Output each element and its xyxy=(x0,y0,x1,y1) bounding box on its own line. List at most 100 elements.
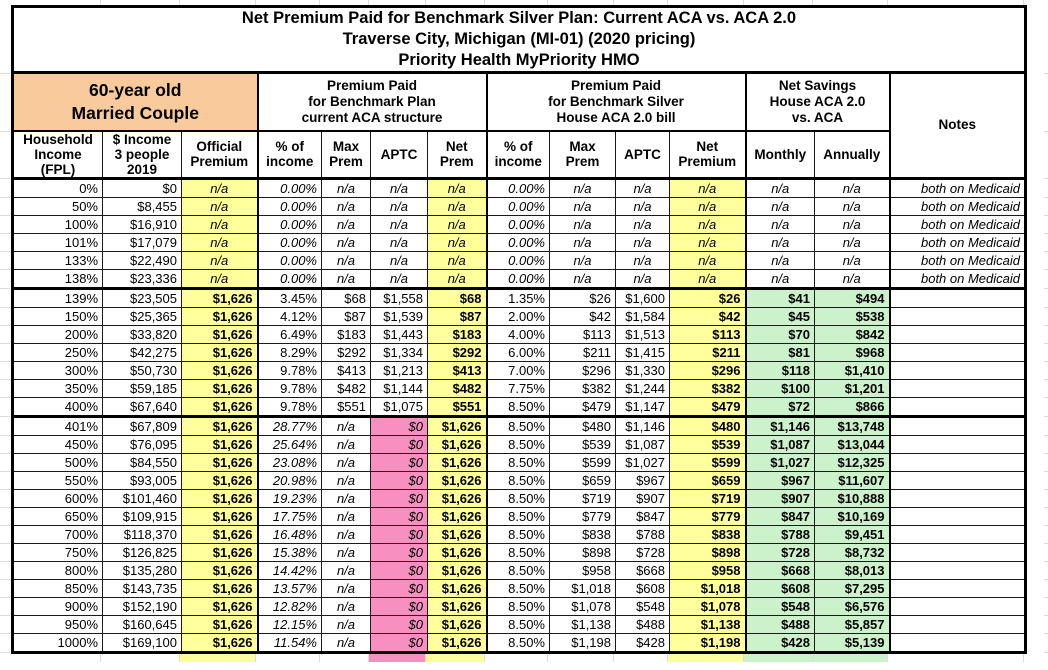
aca20-net-premium-cell: $42 xyxy=(669,306,747,326)
aca20-pct-income-cell: 8.50% xyxy=(486,506,550,526)
table-row: 500% $84,550 $1,626 23.08% n/a $0 $1,626 8.50% $… xyxy=(12,452,1026,472)
margin-gridlines-bottom xyxy=(11,653,1031,662)
aca-aptc-cell: $0 xyxy=(370,470,428,490)
notes-cell: both on Medicaid xyxy=(889,268,1026,290)
aca20-aptc-cell: $1,087 xyxy=(615,434,670,454)
notes-cell xyxy=(889,470,1026,490)
notes-cell xyxy=(889,506,1026,526)
aca-max-prem-cell: n/a xyxy=(321,614,371,634)
fpl-cell: 200% xyxy=(12,324,103,344)
gridline-tick xyxy=(0,507,10,508)
gridline-tick xyxy=(0,489,10,490)
official-premium-cell: $1,626 xyxy=(181,342,259,362)
savings-monthly-column-header: Monthly xyxy=(745,130,815,180)
fpl-cell: 150% xyxy=(12,306,103,326)
gridline-tick xyxy=(0,525,10,526)
aca20-aptc-cell: $788 xyxy=(615,524,670,544)
aca20-aptc-cell: $1,584 xyxy=(615,306,670,326)
aca20-max-prem-cell: $382 xyxy=(549,378,616,398)
fpl-cell: 101% xyxy=(12,232,103,252)
savings-annually-cell: $8,013 xyxy=(814,560,891,580)
savings-monthly-cell: $1,027 xyxy=(745,452,815,472)
savings-annually-column-header: Annually xyxy=(814,130,891,180)
savings-monthly-cell: $847 xyxy=(745,506,815,526)
aca-max-prem-cell: n/a xyxy=(321,434,371,454)
official-premium-cell: $1,626 xyxy=(181,434,259,454)
table-body: 0% $0 n/a 0.00% n/a n/a n/a 0.00% n/a n/a n/a n/a n/… xyxy=(12,177,1026,653)
aca20-net-premium-cell: $599 xyxy=(669,452,747,472)
fpl-cell: 450% xyxy=(12,434,103,454)
gridline-tick xyxy=(0,652,10,653)
savings-annually-cell: $12,325 xyxy=(814,452,891,472)
fpl-cell: 850% xyxy=(12,578,103,598)
aca-pct-income-cell: 14.42% xyxy=(257,560,322,580)
table-row: 150% $25,365 $1,626 4.12% $87 $1,539 $87 2.00% $… xyxy=(12,306,1026,326)
aca20-net-premium-cell: $479 xyxy=(669,396,747,418)
aca-pct-income-cell: 0.00% xyxy=(257,196,322,216)
aca20-aptc-cell: $1,513 xyxy=(615,324,670,344)
gridline-tick xyxy=(1044,288,1048,289)
aca-aptc-cell: $1,443 xyxy=(370,324,428,344)
fpl-cell: 300% xyxy=(12,360,103,380)
gridline-tick xyxy=(1044,131,1048,132)
gridline-tick xyxy=(1044,435,1048,436)
aca20-net-premium-cell: n/a xyxy=(669,250,747,270)
notes-cell xyxy=(889,306,1026,326)
aca-aptc-cell: $0 xyxy=(370,524,428,544)
aca20-net-premium-cell: n/a xyxy=(669,177,747,198)
aca20-pct-income-cell: 8.50% xyxy=(486,614,550,634)
savings-annually-cell: $494 xyxy=(814,287,891,308)
title-line-2: Traverse City, Michigan (MI-01) (2020 pr… xyxy=(342,30,696,48)
income-cell: $42,275 xyxy=(102,342,182,362)
fpl-cell: 800% xyxy=(12,560,103,580)
table-row: 550% $93,005 $1,626 20.98% n/a $0 $1,626 8.50% $… xyxy=(12,470,1026,490)
aca20-aptc-cell: $1,146 xyxy=(615,415,670,436)
aca-net-prem-cell: n/a xyxy=(427,177,488,198)
savings-annually-cell: $10,888 xyxy=(814,488,891,508)
savings-monthly-cell: n/a xyxy=(745,268,815,290)
aca20-pct-income-cell: 0.00% xyxy=(486,250,550,270)
aca20-aptc-cell: $847 xyxy=(615,506,670,526)
aca-net-prem-cell: n/a xyxy=(427,196,488,216)
aca20-max-prem-cell: n/a xyxy=(549,232,616,252)
table-row: 950% $160,645 $1,626 12.15% n/a $0 $1,626 8.50%… xyxy=(12,614,1026,634)
gridline-tick xyxy=(485,653,548,662)
aca-aptc-cell: $0 xyxy=(370,452,428,472)
aca20-aptc-cell: $608 xyxy=(615,578,670,598)
gridline-tick xyxy=(548,0,614,5)
official-premium-cell: $1,626 xyxy=(181,470,259,490)
income-cell: $59,185 xyxy=(102,378,182,398)
gridline-tick xyxy=(888,0,1024,5)
fpl-cell: 700% xyxy=(12,524,103,544)
aca-pct-income-cell: 13.57% xyxy=(257,578,322,598)
aca20-pct-income-cell: 0.00% xyxy=(486,268,550,290)
official-premium-cell: $1,626 xyxy=(181,287,259,308)
notes-cell xyxy=(889,524,1026,544)
fpl-cell: 400% xyxy=(12,396,103,418)
income-cell: $118,370 xyxy=(102,524,182,544)
gridline-tick xyxy=(0,288,10,289)
aca-net-prem-cell: n/a xyxy=(427,232,488,252)
aca20-pct-income-cell: 8.50% xyxy=(486,632,550,653)
notes-cell xyxy=(889,560,1026,580)
notes-cell: both on Medicaid xyxy=(889,232,1026,252)
gridline-tick xyxy=(0,178,10,179)
fpl-cell: 139% xyxy=(12,287,103,308)
table-row: 450% $76,095 $1,626 25.64% n/a $0 $1,626 8.50% $… xyxy=(12,434,1026,454)
aca-pct-income-cell: 9.78% xyxy=(257,378,322,398)
table-row: 750% $126,825 $1,626 15.38% n/a $0 $1,626 8.50%… xyxy=(12,542,1026,562)
aca-pct-income-cell: 25.64% xyxy=(257,434,322,454)
notes-cell xyxy=(889,287,1026,308)
aca-max-prem-cell: n/a xyxy=(321,524,371,544)
margin-gridlines-top xyxy=(11,0,1031,5)
gridline-tick xyxy=(101,653,180,662)
aca20-max-prem-cell: $1,198 xyxy=(549,632,616,653)
gridline-tick xyxy=(1044,652,1048,653)
aca-net-prem-cell: $1,626 xyxy=(427,614,488,634)
gridline-tick xyxy=(426,0,485,5)
savings-annually-cell: n/a xyxy=(814,214,891,234)
aca20-net-premium-cell: $539 xyxy=(669,434,747,454)
income-cell: $169,100 xyxy=(102,632,182,653)
aca-net-prem-cell: $1,626 xyxy=(427,542,488,562)
official-premium-cell: $1,626 xyxy=(181,596,259,616)
